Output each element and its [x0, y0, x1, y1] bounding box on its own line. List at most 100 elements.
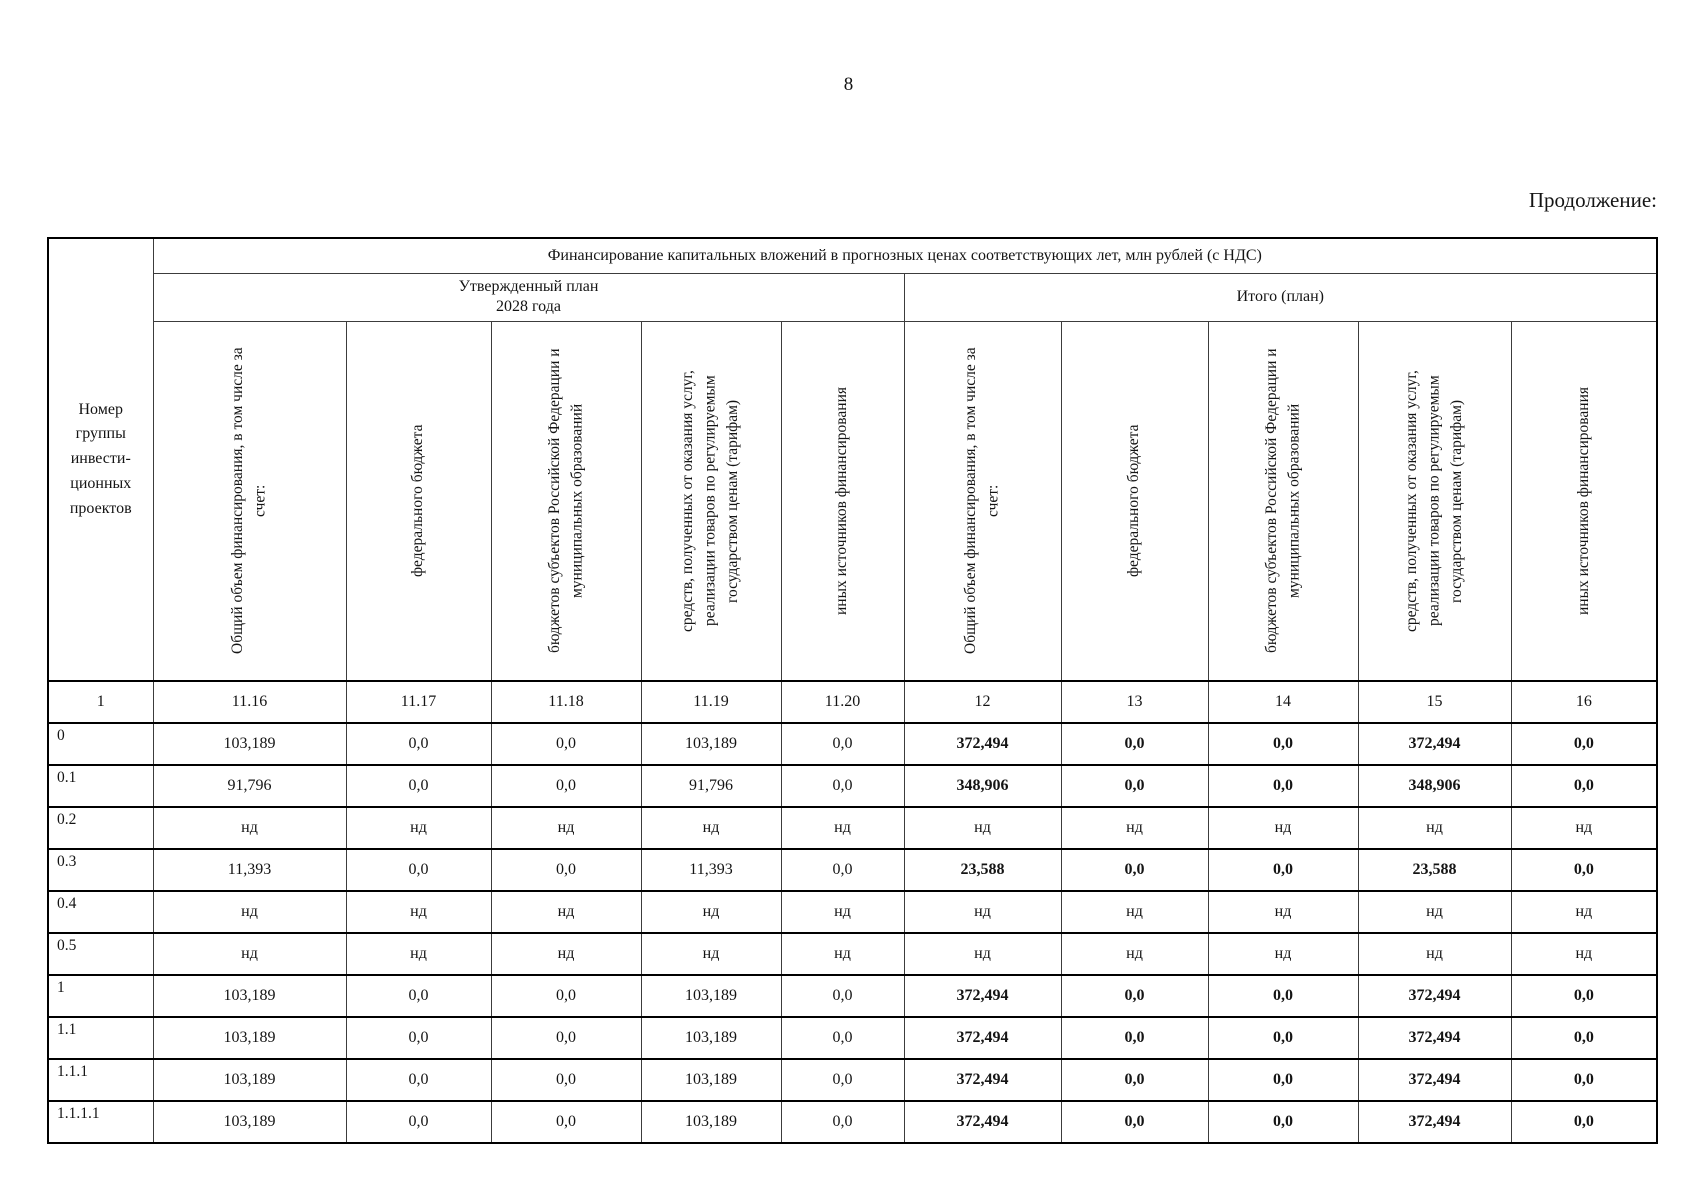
data-cell-plan: 103,189 [152, 722, 347, 766]
data-cell-total: нд [1060, 932, 1209, 976]
data-cell-total: 0,0 [1207, 848, 1359, 892]
data-cell-plan: 103,189 [152, 1100, 347, 1144]
column-number-cell: 11.20 [780, 680, 905, 724]
column-number-cell: 12 [903, 680, 1062, 724]
data-cell-total: нд [1510, 890, 1658, 934]
data-cell-total: 372,494 [903, 1100, 1062, 1144]
source-header-cell: иных источников финансирования [1510, 320, 1658, 682]
source-header-cell: федерального бюджета [345, 320, 492, 682]
table-title: Финансирование капитальных вложений в пр… [152, 237, 1658, 274]
data-cell-total: нд [1060, 890, 1209, 934]
column-number-cell: 15 [1357, 680, 1512, 724]
data-cell-plan: 103,189 [152, 1016, 347, 1060]
data-cell-plan: 0,0 [490, 1058, 642, 1102]
group-header-approved-plan: Утвержденный план 2028 года [152, 272, 905, 322]
data-cell-plan: нд [780, 890, 905, 934]
row-label: 1.1 [47, 1016, 154, 1060]
data-cell-plan: 0,0 [780, 974, 905, 1018]
table-row: 0.3 11,393 0,0 0,0 11,393 0,0 23,588 0,0 0,0 23,5… [47, 848, 1658, 892]
data-cell-total: 372,494 [903, 974, 1062, 1018]
source-header-cell: средств, полученных от оказания услуг, р… [1357, 320, 1512, 682]
data-cell-plan: нд [152, 806, 347, 850]
data-cell-total: 0,0 [1060, 1016, 1209, 1060]
data-cell-plan: нд [345, 806, 492, 850]
data-cell-plan: нд [780, 806, 905, 850]
data-cell-plan: 0,0 [490, 1016, 642, 1060]
data-cell-plan: 11,393 [640, 848, 782, 892]
source-header-vertical-text: иных источников финансирования [833, 386, 851, 615]
data-cell-total: нд [903, 890, 1062, 934]
data-cell-plan: 103,189 [640, 1016, 782, 1060]
data-cell-plan: 0,0 [345, 1016, 492, 1060]
data-cell-total: 0,0 [1207, 764, 1359, 808]
data-cell-plan: 0,0 [490, 764, 642, 808]
row-label: 0.1 [47, 764, 154, 808]
data-cell-total: нд [1357, 806, 1512, 850]
data-cell-total: нд [1357, 932, 1512, 976]
table-row: 0.5 нд нд нд нд нд нд нд нд нд нд [47, 932, 1658, 976]
data-cell-total: нд [1207, 806, 1359, 850]
column-number-row: 1 11.16 11.17 11.18 11.19 11.20 12 13 14 15 16 [47, 680, 1658, 724]
data-cell-total: 348,906 [1357, 764, 1512, 808]
data-cell-plan: 0,0 [345, 1100, 492, 1144]
column-number-cell: 16 [1510, 680, 1658, 724]
data-cell-plan: нд [152, 890, 347, 934]
table-row: 0.2 нд нд нд нд нд нд нд нд нд нд [47, 806, 1658, 850]
data-cell-total: 23,588 [903, 848, 1062, 892]
continuation-label: Продолжение: [1528, 188, 1657, 212]
source-header-cell: бюджетов субъектов Российской Федерации … [490, 320, 642, 682]
row-label: 0.3 [47, 848, 154, 892]
data-cell-plan: 103,189 [640, 974, 782, 1018]
data-cell-total: 372,494 [1357, 722, 1512, 766]
data-cell-plan: 91,796 [640, 764, 782, 808]
source-header-vertical-text: бюджетов субъектов Российской Федерации … [1262, 348, 1302, 654]
source-header-cell: федерального бюджета [1060, 320, 1209, 682]
data-cell-plan: 103,189 [152, 1058, 347, 1102]
data-cell-total: 0,0 [1510, 722, 1658, 766]
data-cell-plan: 0,0 [780, 764, 905, 808]
data-cell-total: 0,0 [1060, 764, 1209, 808]
table-row: 1.1 103,189 0,0 0,0 103,189 0,0 372,494 0,0 0,0 3… [47, 1016, 1658, 1060]
source-header-vertical-text: федерального бюджета [1125, 424, 1143, 578]
data-cell-total: нд [1207, 932, 1359, 976]
data-cell-total: нд [903, 932, 1062, 976]
source-header-vertical-text: бюджетов субъектов Российской Федерации … [545, 348, 585, 654]
data-cell-plan: 103,189 [152, 974, 347, 1018]
data-cell-total: 0,0 [1060, 974, 1209, 1018]
data-cell-plan: 0,0 [780, 722, 905, 766]
column-number-cell: 11.18 [490, 680, 642, 724]
data-cell-total: 23,588 [1357, 848, 1512, 892]
data-cell-plan: нд [780, 932, 905, 976]
data-cell-plan: 11,393 [152, 848, 347, 892]
source-header-cell: Общий объем финансирования, в том числе … [903, 320, 1062, 682]
table-header-row: Номер группы инвести- ционных проектов Ф… [47, 237, 1658, 682]
data-cell-total: 0,0 [1510, 974, 1658, 1018]
data-cell-total: 372,494 [903, 1016, 1062, 1060]
data-cell-plan: 0,0 [345, 764, 492, 808]
data-cell-total: нд [1207, 890, 1359, 934]
data-cell-plan: 0,0 [345, 722, 492, 766]
column-number-cell: 13 [1060, 680, 1209, 724]
data-cell-plan: нд [345, 890, 492, 934]
source-header-vertical-text: федерального бюджета [409, 424, 427, 578]
data-cell-total: 372,494 [1357, 1016, 1512, 1060]
data-cell-plan: 0,0 [490, 722, 642, 766]
data-cell-plan: 0,0 [345, 974, 492, 1018]
data-cell-total: нд [1060, 806, 1209, 850]
data-cell-total: 0,0 [1510, 764, 1658, 808]
data-cell-plan: 0,0 [490, 1100, 642, 1144]
data-cell-total: 0,0 [1510, 1058, 1658, 1102]
data-cell-plan: нд [490, 890, 642, 934]
data-cell-total: 0,0 [1060, 1100, 1209, 1144]
data-cell-total: 0,0 [1510, 1100, 1658, 1144]
financing-table: Номер группы инвести- ционных проектов Ф… [47, 237, 1659, 1144]
data-cell-total: 372,494 [903, 722, 1062, 766]
table-row: 0.1 91,796 0,0 0,0 91,796 0,0 348,906 0,0 0,0 348… [47, 764, 1658, 808]
data-cell-plan: 0,0 [345, 1058, 492, 1102]
data-cell-total: нд [1510, 806, 1658, 850]
column-number-cell: 1 [47, 680, 154, 724]
data-cell-plan: 103,189 [640, 1058, 782, 1102]
rotated-header-row: Общий объем финансирования, в том числе … [48, 320, 1658, 682]
source-header-vertical-text: Общий объем финансирования, в том числе … [962, 347, 1002, 655]
data-cell-plan: 103,189 [640, 722, 782, 766]
